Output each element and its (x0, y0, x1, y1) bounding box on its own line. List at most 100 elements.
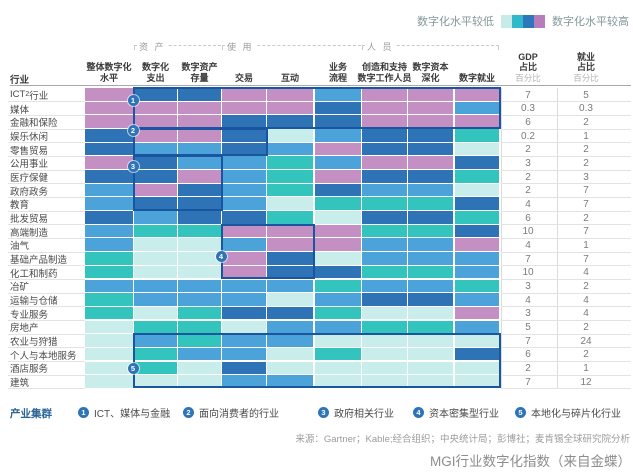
employment-value: 4 (583, 308, 589, 320)
heat-cell (222, 265, 266, 279)
cluster-label: 政府相关行业 (334, 409, 394, 420)
heat-cell (134, 347, 177, 361)
row-separator (8, 361, 85, 363)
heat-cell (267, 320, 313, 334)
employment-value: 2 (583, 212, 589, 224)
heat-cell (85, 224, 133, 238)
heat-cell (315, 375, 361, 388)
heat-cell (455, 142, 499, 156)
heat-cell (362, 156, 407, 169)
heat-cell (315, 334, 361, 347)
column-group-label: 资 产 (137, 40, 168, 53)
row-label: 政府政务 (10, 186, 49, 198)
employment-value: 1 (583, 363, 589, 375)
row-separator (8, 210, 85, 212)
heat-cell (362, 361, 407, 375)
gdp-value: 3 (525, 308, 531, 320)
heat-cell (134, 306, 177, 320)
group-bracket-line (222, 45, 361, 46)
heat-cell (267, 238, 313, 251)
employment-value: 4 (583, 294, 589, 306)
heat-cell (315, 183, 361, 197)
color-scale-legend: 数字化水平较低 数字化水平较高 (417, 13, 629, 29)
heat-cell (362, 170, 407, 183)
gdp-value: 7 (525, 89, 531, 101)
heat-cell (267, 142, 313, 156)
employment-value: 7 (583, 185, 589, 197)
heat-cell (178, 224, 221, 238)
row-separator (501, 388, 631, 390)
heat-cell (85, 361, 133, 375)
gdp-value: 0.3 (521, 103, 535, 115)
employment-value: 24 (580, 335, 592, 347)
heat-cell (222, 142, 266, 156)
row-separator (501, 237, 631, 239)
heat-cell (222, 170, 266, 183)
heat-cell (315, 142, 361, 156)
row-separator (8, 251, 85, 253)
row-separator (8, 128, 85, 130)
heat-cell (408, 142, 453, 156)
gdp-value: 6 (525, 349, 531, 361)
heat-cell (222, 334, 266, 347)
heat-cell (178, 238, 221, 251)
heat-cell (315, 361, 361, 375)
gdp-value: 10 (522, 226, 534, 238)
heat-cell (267, 265, 313, 279)
cluster-box (132, 155, 223, 211)
heat-cell (408, 170, 453, 183)
row-separator (501, 265, 631, 267)
heat-cell (315, 238, 361, 251)
heat-cell (455, 211, 499, 224)
row-separator (8, 196, 85, 198)
heat-cell (455, 183, 499, 197)
heat-cell (408, 197, 453, 210)
cluster-badge: 4 (215, 251, 227, 263)
cluster-badge: 5 (127, 363, 139, 375)
heat-cell (455, 88, 499, 101)
row-separator (501, 224, 631, 226)
heat-cell (408, 101, 453, 115)
group-bracket-line (362, 45, 499, 46)
heat-cell (178, 334, 221, 347)
cluster-label: ICT、媒体与金融 (94, 409, 171, 420)
column-header: 创造和支持 数字工作人员 (357, 62, 412, 83)
heat-cell (222, 224, 266, 238)
heat-cell (85, 293, 133, 306)
heat-cell (134, 156, 177, 169)
row-separator (501, 333, 631, 335)
heat-cell (267, 115, 313, 128)
heat-cell (134, 129, 177, 142)
heat-cell (178, 347, 221, 361)
heat-cell (362, 88, 407, 101)
heat-cell (362, 142, 407, 156)
heat-cell (455, 279, 499, 293)
gdp-value: 2 (525, 171, 531, 183)
heat-cell (267, 101, 313, 115)
heat-cell (267, 361, 313, 375)
heat-cell (134, 170, 177, 183)
gdp-value: 4 (525, 198, 531, 210)
heat-cell (222, 156, 266, 169)
cluster-badge: 2 (127, 124, 139, 136)
heat-cell (362, 183, 407, 197)
heat-cell (408, 306, 453, 320)
group-bracket-tick (498, 45, 499, 50)
row-separator (501, 279, 631, 281)
heat-cell (178, 101, 221, 115)
column-header: 数字资本 深化 (412, 62, 449, 83)
heat-cell (267, 211, 313, 224)
heat-cell (178, 375, 221, 388)
cluster-box (132, 333, 501, 389)
header-underline (10, 85, 631, 86)
employment-value: 0.3 (579, 103, 593, 115)
heat-cell (267, 129, 313, 142)
row-separator (8, 237, 85, 239)
employment-value: 3 (583, 171, 589, 183)
row-separator (8, 320, 85, 322)
heat-cell (315, 197, 361, 210)
heat-cell (362, 375, 407, 388)
row-label: 运输与仓储 (10, 296, 58, 308)
heat-cell (455, 252, 499, 265)
heat-cell (362, 293, 407, 306)
